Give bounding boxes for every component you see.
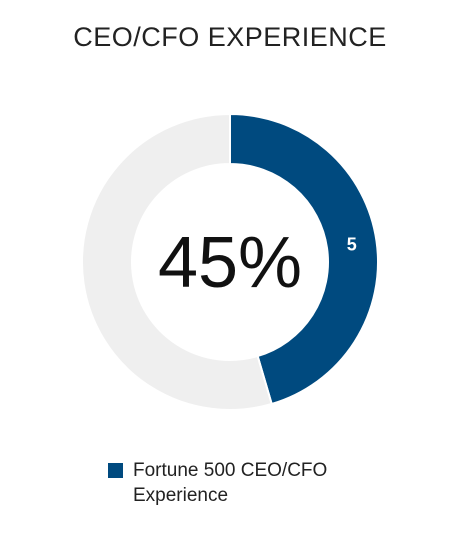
- slice-value-label: 5: [347, 234, 357, 254]
- center-percentage-label: 45%: [158, 223, 302, 303]
- donut-slices: [81, 112, 379, 411]
- legend-swatch: [108, 463, 123, 478]
- slice-labels: 5: [347, 234, 357, 254]
- legend-label: Fortune 500 CEO/CFO Experience: [133, 460, 328, 506]
- donut-slice-0: [229, 112, 379, 406]
- legend: Fortune 500 CEO/CFO Experience: [108, 458, 373, 508]
- chart-title: CEO/CFO EXPERIENCE: [73, 22, 387, 52]
- donut-slice-1: [81, 112, 273, 411]
